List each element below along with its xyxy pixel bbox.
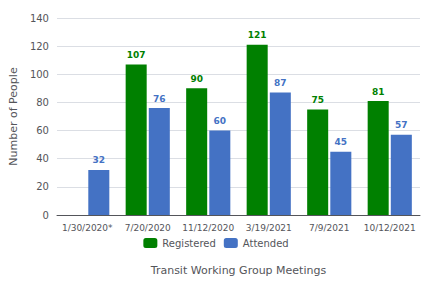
svg-text:140: 140 xyxy=(30,13,49,24)
svg-text:Number of People: Number of People xyxy=(7,67,20,166)
svg-text:81: 81 xyxy=(372,87,385,97)
svg-text:Registered: Registered xyxy=(162,238,215,249)
svg-text:76: 76 xyxy=(153,94,166,104)
svg-text:120: 120 xyxy=(30,41,49,52)
svg-text:107: 107 xyxy=(127,50,146,60)
svg-text:87: 87 xyxy=(274,78,287,88)
svg-text:80: 80 xyxy=(36,97,49,108)
svg-text:3/19/2021: 3/19/2021 xyxy=(246,223,292,233)
svg-text:Attended: Attended xyxy=(243,238,289,249)
svg-text:60: 60 xyxy=(36,125,49,136)
svg-text:7/20/2020: 7/20/2020 xyxy=(125,223,171,233)
svg-text:0: 0 xyxy=(43,210,49,221)
svg-text:20: 20 xyxy=(36,181,49,192)
svg-text:1/30/2020*: 1/30/2020* xyxy=(62,223,113,233)
svg-text:11/12/2020: 11/12/2020 xyxy=(182,223,234,233)
svg-text:60: 60 xyxy=(214,116,227,126)
svg-text:45: 45 xyxy=(335,137,348,147)
svg-text:10/12/2021: 10/12/2021 xyxy=(364,223,416,233)
svg-text:75: 75 xyxy=(311,95,324,105)
svg-text:100: 100 xyxy=(30,69,49,80)
svg-text:7/9/2021: 7/9/2021 xyxy=(309,223,349,233)
svg-text:Transit Working Group Meetings: Transit Working Group Meetings xyxy=(150,264,327,277)
svg-text:57: 57 xyxy=(395,120,408,130)
svg-text:40: 40 xyxy=(36,153,49,164)
svg-text:32: 32 xyxy=(93,155,106,165)
svg-text:121: 121 xyxy=(248,30,267,40)
svg-text:90: 90 xyxy=(190,74,203,84)
